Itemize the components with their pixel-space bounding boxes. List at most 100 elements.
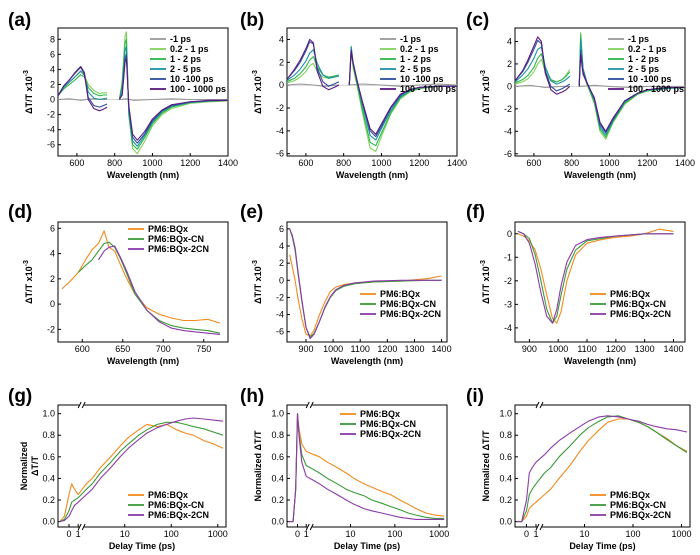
legend-label: 1 - 2 ps — [170, 54, 201, 64]
y-tick-label: 0.0 — [499, 517, 512, 527]
axis-break-gap — [537, 402, 542, 408]
y-tick-label: 0 — [279, 275, 284, 285]
x-tick-label: 0 — [295, 529, 300, 539]
legend-label: 100 - 1000 ps — [400, 84, 456, 94]
legend-label: 2 - 5 ps — [628, 64, 659, 74]
x-tick-label: 900 — [522, 344, 537, 354]
y-tick-label: 0.8 — [499, 430, 512, 440]
y-axis-label-exponent: -3 — [480, 70, 487, 76]
series-line — [59, 421, 224, 523]
axis-break-mark — [535, 523, 540, 531]
y-axis-label: ΔT/T x10-3 — [480, 70, 491, 114]
legend-label: 0.2 - 1 ps — [400, 44, 439, 54]
y-axis-label-main: ΔT/T x10 — [24, 266, 34, 303]
y-tick-label: -4 — [504, 323, 512, 333]
x-tick-label: 800 — [107, 158, 122, 168]
y-tick-label: 4 — [50, 249, 55, 259]
series-line — [59, 423, 224, 522]
y-axis-label-line2: ΔT/T — [30, 456, 40, 476]
legend-label: -1 ps — [170, 34, 191, 44]
y-axis-label: Normalized ΔT/T — [253, 430, 263, 501]
series-line — [287, 38, 457, 135]
legend-label: 2 - 5 ps — [400, 64, 431, 74]
series-line — [98, 245, 220, 335]
x-tick-label: 600 — [69, 158, 84, 168]
axis-break-mark — [77, 523, 82, 531]
y-tick-label: -2 — [47, 110, 55, 120]
y-axis-label: ΔT/T x10-3 — [252, 260, 263, 304]
plot-frame — [57, 27, 229, 157]
y-tick-label: 0.4 — [42, 473, 55, 483]
x-tick-label: 1000 — [548, 344, 568, 354]
x-tick-label: 600 — [75, 344, 90, 354]
plot-frame — [286, 404, 448, 528]
y-tick-label: 0.2 — [42, 495, 55, 505]
panel-h: (h) 0 1 10 100 1000 0.0 0.2 0.4 0.6 0.8 1.0 Delay Ti… — [240, 386, 449, 551]
x-tick-label: 800 — [564, 158, 579, 168]
y-tick-label: 0 — [279, 80, 284, 90]
legend-label: PM6:BQx — [610, 490, 650, 500]
legend-label: -1 ps — [628, 34, 649, 44]
y-tick-label: 0.2 — [271, 495, 284, 505]
x-tick-label: 1200 — [606, 344, 626, 354]
x-tick-label: 1400 — [447, 158, 467, 168]
panel-g: (g) 0 1 10 100 1000 0.0 0.2 0.4 0.6 0.8 1.0 Delay Ti… — [8, 386, 228, 551]
y-tick-label: 0 — [50, 299, 55, 309]
y-tick-label: 4 — [279, 34, 284, 44]
legend-label: PM6:BQx-CN — [148, 234, 204, 244]
legend-label: 10 -100 ps — [170, 74, 214, 84]
axis-break-mark — [539, 523, 544, 531]
series-line — [58, 57, 228, 141]
panel-label: (g) — [8, 386, 32, 407]
y-tick-label: 1.0 — [42, 409, 55, 419]
legend-label: PM6:BQx-2CN — [148, 510, 209, 520]
legend-label: PM6:BQx-2CN — [610, 510, 671, 520]
x-tick-label: 100 — [164, 529, 179, 539]
x-axis-label: Wavelength (nm) — [564, 170, 636, 180]
y-axis-label: NormalizedΔT/T — [19, 442, 40, 491]
plot-frame — [286, 221, 448, 343]
axis-break-gap — [79, 402, 85, 408]
x-axis-label: Wavelength (nm) — [107, 170, 179, 180]
y-tick-label: -4 — [276, 126, 284, 136]
x-tick-label: 1400 — [663, 344, 683, 354]
x-tick-label: 1200 — [409, 158, 429, 168]
panel-label: (i) — [466, 386, 484, 407]
axis-break-mark — [305, 523, 310, 531]
series-line — [58, 46, 228, 147]
y-axis-label-exponent: -3 — [252, 260, 259, 266]
y-tick-label: -2 — [47, 324, 55, 334]
y-tick-label: 2 — [507, 59, 512, 69]
series-line — [61, 230, 221, 324]
x-tick-label: 10 — [346, 529, 356, 539]
legend-label: 100 - 1000 ps — [170, 84, 226, 94]
y-axis-label-main: ΔT/T x10 — [481, 76, 491, 113]
x-tick-label: 1100 — [351, 344, 370, 354]
y-tick-label: -3 — [504, 299, 512, 309]
panel-d: (d) 600 650 700 750 -2 0 2 4 6 Wavelength (nm) ΔT/T… — [8, 202, 229, 366]
x-tick-label: 1 — [304, 529, 309, 539]
panel-b: (b) 600 800 1000 1200 1400 -6 -4 -2 0 2 4 Wavelength… — [240, 10, 467, 180]
panel-i: (i) 0 1 10 100 1000 0.0 0.2 0.4 0.6 0.8 1.0 Delay Ti… — [466, 386, 691, 551]
panel-label: (b) — [240, 10, 264, 31]
legend-label: PM6:BQx-CN — [380, 299, 436, 309]
y-axis-label: ΔT/T x10-3 — [480, 260, 491, 304]
x-tick-label: 600 — [298, 158, 313, 168]
axis-break-gap — [79, 524, 85, 530]
series-line — [516, 415, 688, 523]
y-tick-label: -2 — [276, 103, 284, 113]
x-tick-label: 1400 — [432, 344, 452, 354]
x-tick-label: 1200 — [377, 344, 397, 354]
x-tick-label: 1100 — [577, 344, 596, 354]
y-tick-label: -6 — [276, 149, 284, 159]
panel-f: (f) 900 1000 1100 1200 1300 1400 -4 -3 -2 -1 0 Wavel… — [466, 202, 686, 366]
y-tick-label: -6 — [504, 149, 512, 159]
axis-break-mark — [309, 523, 314, 531]
plot-frame — [514, 221, 686, 343]
series-line — [289, 228, 442, 340]
series-line — [515, 36, 685, 132]
y-axis-label-exponent: -3 — [23, 260, 30, 266]
